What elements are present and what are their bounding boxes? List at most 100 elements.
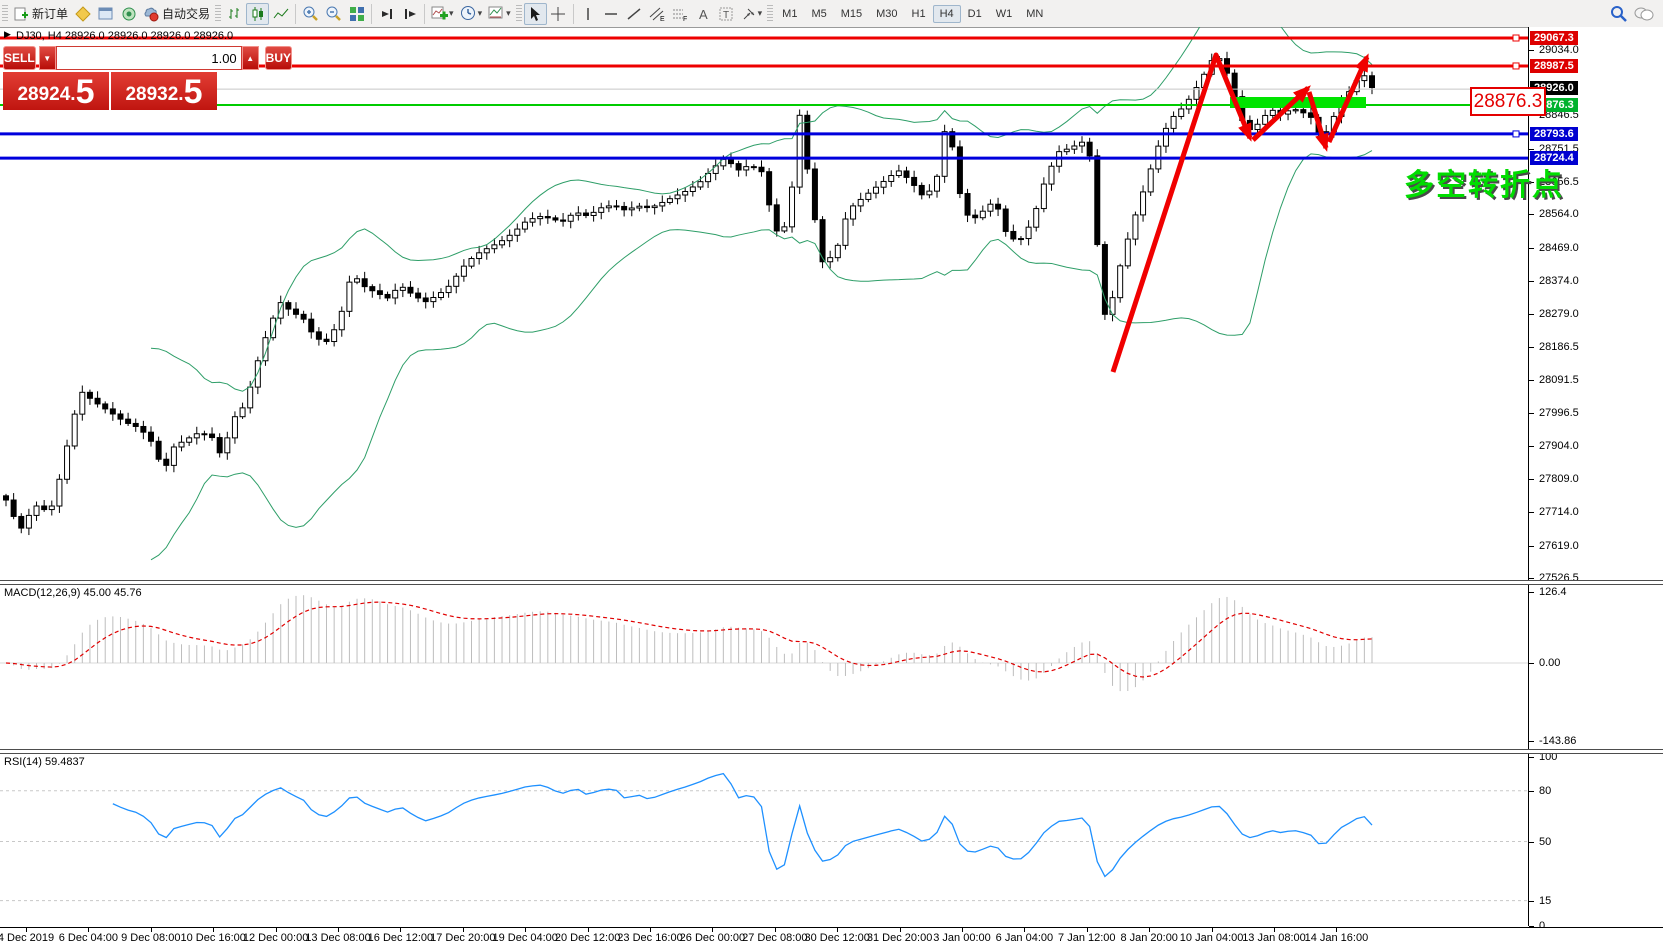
- bar-chart-button[interactable]: [223, 3, 246, 25]
- time-tick: [1211, 928, 1213, 932]
- fibonacci-button[interactable]: F: [669, 3, 692, 25]
- templates-button[interactable]: ▾: [485, 3, 514, 25]
- text-button[interactable]: A: [692, 3, 715, 25]
- level-price-badge[interactable]: 28724.4: [1530, 151, 1578, 166]
- candle-body: [1086, 141, 1093, 157]
- autotrading-button[interactable]: 自动交易: [140, 3, 213, 25]
- auto-scroll-icon: [381, 8, 392, 19]
- chart-shift-button[interactable]: [398, 3, 421, 25]
- indicators-add-button[interactable]: ▾: [428, 3, 457, 25]
- level-price-badge[interactable]: 28793.6: [1530, 126, 1578, 141]
- candle-body: [147, 431, 154, 442]
- strategy-tester-button[interactable]: [117, 3, 140, 25]
- horizontal-line-button[interactable]: [600, 3, 623, 25]
- price-tick-tick: [1529, 346, 1534, 348]
- support-zone-rectangle[interactable]: [1230, 97, 1366, 108]
- zoom-in-button[interactable]: [299, 3, 322, 25]
- pane-separator[interactable]: [0, 749, 1663, 754]
- trendline-button[interactable]: [623, 3, 646, 25]
- candle-body: [1101, 244, 1108, 315]
- level-price-badge[interactable]: 28987.5: [1530, 58, 1578, 73]
- candle-body: [79, 391, 86, 415]
- auto-scroll-button[interactable]: [375, 3, 398, 25]
- price-annotation-box[interactable]: 28876.3: [1470, 87, 1546, 116]
- trend-arrowhead[interactable]: [1293, 85, 1311, 103]
- panel-collapse-arrow[interactable]: ▶: [4, 29, 11, 39]
- toolbar-grip[interactable]: [767, 4, 774, 23]
- trend-zigzag-line[interactable]: [1326, 55, 1370, 144]
- metaeditor-button[interactable]: [71, 3, 94, 25]
- line-handle[interactable]: [1512, 130, 1520, 138]
- main-chart-pane[interactable]: [0, 27, 1528, 580]
- buy-price-display[interactable]: 28932. 5: [111, 72, 217, 110]
- volume-input[interactable]: [55, 46, 242, 70]
- timeframe-mn[interactable]: MN: [1026, 7, 1044, 20]
- time-tick: [213, 928, 215, 932]
- timeframe-d1[interactable]: D1: [967, 7, 982, 20]
- candle-body: [628, 207, 635, 211]
- candle-body: [1048, 165, 1055, 185]
- line-handle[interactable]: [1512, 62, 1520, 70]
- rsi-pane[interactable]: [0, 753, 1528, 926]
- time-axis[interactable]: 4 Dec 2019 6 Dec 04:00 9 Dec 08:00 10 Dec 1…: [0, 927, 1663, 947]
- timeframe-m15[interactable]: M15: [840, 7, 863, 20]
- terminal-button[interactable]: [94, 3, 117, 25]
- sell-price-display[interactable]: 28924. 5: [3, 72, 111, 110]
- volume-up-button[interactable]: ▲: [241, 46, 259, 70]
- trend-arrowhead[interactable]: [1354, 53, 1369, 73]
- rsi-scale-label: 0: [1539, 920, 1546, 932]
- periods-button[interactable]: ▾: [457, 3, 486, 25]
- candle-body: [247, 386, 254, 409]
- bar-chart-icon: [228, 7, 239, 19]
- text-label-button[interactable]: T: [715, 3, 738, 25]
- toolbar-grip[interactable]: [215, 4, 222, 23]
- timeframe-h4[interactable]: H4: [932, 4, 961, 23]
- pane-separator[interactable]: [0, 580, 1663, 585]
- rsi-label: RSI(14) 59.4837: [4, 756, 85, 768]
- timeframe-m1[interactable]: M1: [782, 7, 798, 20]
- line-chart-button[interactable]: [269, 3, 292, 25]
- zoom-out-button[interactable]: [322, 3, 345, 25]
- toolbar-grip[interactable]: [2, 4, 8, 23]
- vertical-line-button[interactable]: [577, 3, 600, 25]
- rsi-scale-label: 80: [1539, 784, 1552, 797]
- terminal-icon: [98, 7, 113, 19]
- candle-body: [415, 292, 422, 299]
- macd-pane[interactable]: [0, 584, 1528, 749]
- candle-body: [239, 407, 246, 418]
- time-tick: [1149, 928, 1151, 932]
- tile-windows-button[interactable]: [345, 3, 368, 25]
- sell-button[interactable]: SELL: [3, 46, 36, 70]
- trend-arrowhead[interactable]: [1315, 132, 1329, 152]
- timeframe-m5[interactable]: M5: [811, 7, 827, 20]
- timeframe-h1[interactable]: H1: [911, 7, 926, 20]
- candlestick-chart-button[interactable]: [246, 2, 270, 25]
- equidistant-channel-button[interactable]: E: [646, 3, 669, 25]
- chat-button[interactable]: [1631, 3, 1657, 25]
- volume-down-button[interactable]: ▼: [38, 46, 56, 70]
- search-button[interactable]: [1607, 3, 1631, 25]
- trend-arrowhead[interactable]: [1238, 122, 1252, 142]
- candle-body: [1262, 114, 1269, 125]
- candle-body: [674, 194, 681, 200]
- candle-body: [850, 205, 857, 220]
- templates-icon: [488, 6, 503, 19]
- level-price-badge[interactable]: 29067.3: [1530, 31, 1578, 45]
- cn-turning-point-note[interactable]: 多空转折点: [1404, 169, 1564, 202]
- timeframe-m30[interactable]: M30: [876, 7, 898, 20]
- price-axis[interactable]: 29034.0 28846.5 28751.5 28656.5 28564.0 28469…: [1528, 27, 1663, 932]
- trend-zigzag-line[interactable]: [1110, 52, 1253, 373]
- line-handle[interactable]: [1512, 34, 1520, 42]
- candle-body: [727, 158, 734, 165]
- new-order-button[interactable]: 新订单: [10, 3, 71, 25]
- price-tick-tick: [1529, 413, 1534, 415]
- arrows-button[interactable]: ▾: [738, 3, 766, 25]
- candle-body: [934, 175, 941, 192]
- cursor-button[interactable]: [523, 2, 547, 25]
- crosshair-button[interactable]: [547, 3, 570, 25]
- candle-body: [804, 114, 811, 170]
- toolbar-grip[interactable]: [515, 4, 522, 23]
- buy-button[interactable]: BUY: [264, 46, 293, 70]
- timeframe-w1[interactable]: W1: [995, 7, 1013, 20]
- candle-body: [48, 505, 55, 511]
